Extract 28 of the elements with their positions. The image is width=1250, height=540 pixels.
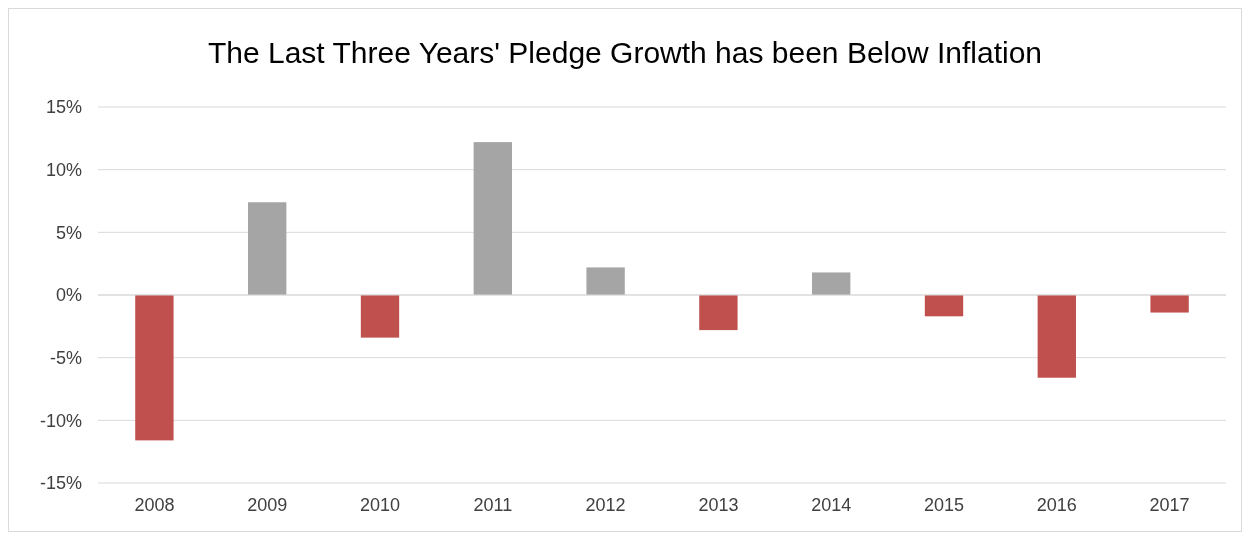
bar	[135, 295, 174, 441]
x-tick-label: 2012	[585, 495, 626, 515]
x-tick-label: 2008	[134, 495, 175, 515]
bar	[812, 272, 851, 295]
y-tick-label: 10%	[45, 159, 82, 180]
bar	[1150, 295, 1189, 313]
bar	[586, 267, 625, 295]
x-tick-label: 2015	[923, 495, 965, 515]
x-tick-label: 2014	[811, 495, 852, 515]
x-tick-label: 2013	[698, 495, 739, 515]
bar	[1037, 295, 1076, 378]
x-tick-label: 2011	[473, 495, 513, 515]
bar	[473, 142, 512, 295]
y-tick-label: -15%	[39, 473, 82, 494]
y-tick-label: -10%	[39, 410, 82, 431]
x-tick-label: 2017	[1149, 495, 1190, 515]
x-tick-label: 2016	[1036, 495, 1077, 515]
chart-title: The Last Three Years' Pledge Growth has been Below Inflation	[207, 36, 1043, 69]
x-tick-label: 2009	[247, 495, 288, 515]
bar	[360, 295, 400, 338]
y-tick-label: -5%	[49, 347, 82, 368]
bar	[248, 202, 287, 295]
y-tick-label: 0%	[55, 285, 82, 306]
y-tick-label: 5%	[55, 222, 82, 243]
bar	[924, 295, 964, 317]
x-tick-label: 2010	[359, 495, 401, 515]
bar	[699, 295, 738, 331]
y-tick-label: 15%	[45, 97, 82, 118]
